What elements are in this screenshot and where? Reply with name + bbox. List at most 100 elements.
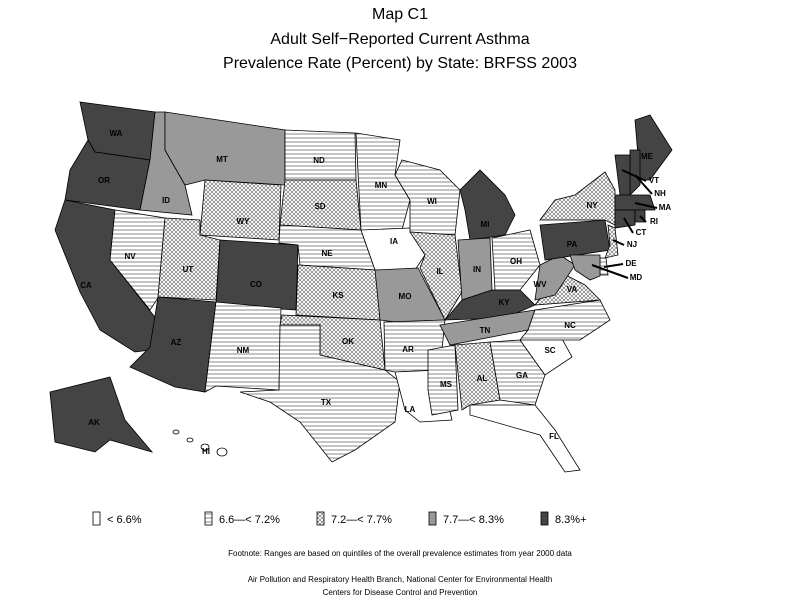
state-label: ND — [313, 156, 325, 165]
state-label: NY — [586, 201, 598, 210]
state — [491, 229, 541, 291]
state-label: KS — [332, 291, 344, 300]
state — [109, 209, 166, 311]
state-label: ME — [641, 152, 654, 161]
states: WA OR CA NV ID MT WY UT CO AZ NM ND SD NE KS OK TX MN IA MO… — [49, 101, 673, 473]
state — [614, 154, 631, 196]
state-label: LA — [405, 405, 416, 414]
state-label: NV — [124, 252, 136, 261]
leader-line — [623, 217, 634, 234]
leader-line — [591, 264, 629, 279]
state-label: DE — [625, 259, 637, 268]
state-label: PA — [567, 240, 578, 249]
state-label: NJ — [627, 240, 637, 249]
state-label: AK — [88, 418, 100, 427]
state-label: MA — [659, 203, 672, 212]
state-label: OH — [510, 257, 522, 266]
state-label: TX — [321, 398, 332, 407]
leader-line — [634, 202, 658, 209]
state-label: OK — [342, 337, 354, 346]
legend-swatch — [204, 511, 213, 526]
state — [569, 254, 601, 281]
footnote: Footnote: Ranges are based on quintiles … — [228, 549, 572, 558]
state-label: SC — [544, 346, 555, 355]
state — [427, 344, 459, 416]
state-label: RI — [650, 217, 658, 226]
leader-line — [603, 263, 624, 268]
state — [284, 129, 357, 181]
state-label: CA — [80, 281, 92, 290]
state — [215, 239, 299, 311]
state-label: UT — [183, 265, 194, 274]
state-label: MI — [481, 220, 490, 229]
state-label: NC — [564, 321, 576, 330]
legend-label: 7.2—< 7.7% — [331, 514, 392, 526]
state — [614, 194, 656, 211]
state — [454, 341, 501, 411]
state-label: CO — [250, 280, 262, 289]
state — [216, 447, 228, 457]
state-label: IA — [390, 237, 398, 246]
credit: Air Pollution and Respiratory Health Bra… — [248, 575, 553, 584]
state-label: AZ — [171, 338, 182, 347]
legend-label: 8.3%+ — [555, 514, 587, 526]
state-label: MN — [375, 181, 388, 190]
state-label: GA — [516, 371, 528, 380]
state-label: WY — [237, 217, 251, 226]
state-label: IN — [473, 265, 481, 274]
state-label: AR — [402, 345, 414, 354]
state — [172, 429, 180, 435]
state-label: NH — [654, 189, 666, 198]
state-label: MO — [399, 292, 412, 301]
state — [459, 169, 516, 241]
subtitle: Adult Self−Reported Current Asthma — [270, 31, 529, 48]
state — [469, 404, 581, 473]
state — [539, 171, 616, 226]
state — [164, 111, 286, 186]
state — [204, 301, 282, 393]
legend-swatch — [92, 511, 101, 526]
state-label: AL — [477, 374, 488, 383]
title: Map C1 — [372, 6, 428, 23]
state-label: WI — [427, 197, 437, 206]
leader-line — [621, 169, 647, 182]
state-label: VT — [649, 176, 659, 185]
state — [186, 437, 194, 443]
state — [604, 224, 619, 259]
legend-label: < 6.6% — [107, 514, 142, 526]
credit: Centers for Disease Control and Preventi… — [323, 588, 478, 597]
state — [360, 227, 426, 271]
state-label: IL — [436, 267, 443, 276]
state-label: WA — [110, 129, 123, 138]
state-label: ID — [162, 196, 170, 205]
state — [199, 179, 282, 241]
legend-label: 7.7—< 8.3% — [443, 514, 504, 526]
state-label: MD — [630, 273, 643, 282]
leader-line — [639, 215, 647, 223]
state-label: SD — [314, 202, 325, 211]
leader-line — [612, 239, 625, 246]
state-label: FL — [549, 432, 559, 441]
state-label: KY — [498, 298, 510, 307]
legend-swatch — [316, 511, 325, 526]
state — [200, 443, 210, 451]
state — [629, 149, 641, 196]
state-label: VA — [567, 285, 578, 294]
legend: < 6.6% 6.6—< 7.2% 7.2—< 7.7% 7.7—< 8.3% 8.3%… — [92, 511, 587, 526]
state — [239, 324, 401, 463]
state — [49, 376, 154, 453]
state — [634, 114, 673, 181]
legend-swatch — [428, 511, 437, 526]
state-label: HI — [202, 447, 210, 456]
subtitle: Prevalence Rate (Percent) by State: BRFS… — [223, 55, 577, 72]
legend-label: 6.6—< 7.2% — [219, 514, 280, 526]
state-label: MS — [440, 380, 453, 389]
state-label: OR — [98, 176, 110, 185]
state-label: TN — [480, 326, 491, 335]
state-label: NE — [321, 249, 333, 258]
state-label: WV — [534, 280, 548, 289]
state-label: CT — [636, 228, 647, 237]
state-label: MT — [216, 155, 228, 164]
state-label: NM — [237, 346, 250, 355]
